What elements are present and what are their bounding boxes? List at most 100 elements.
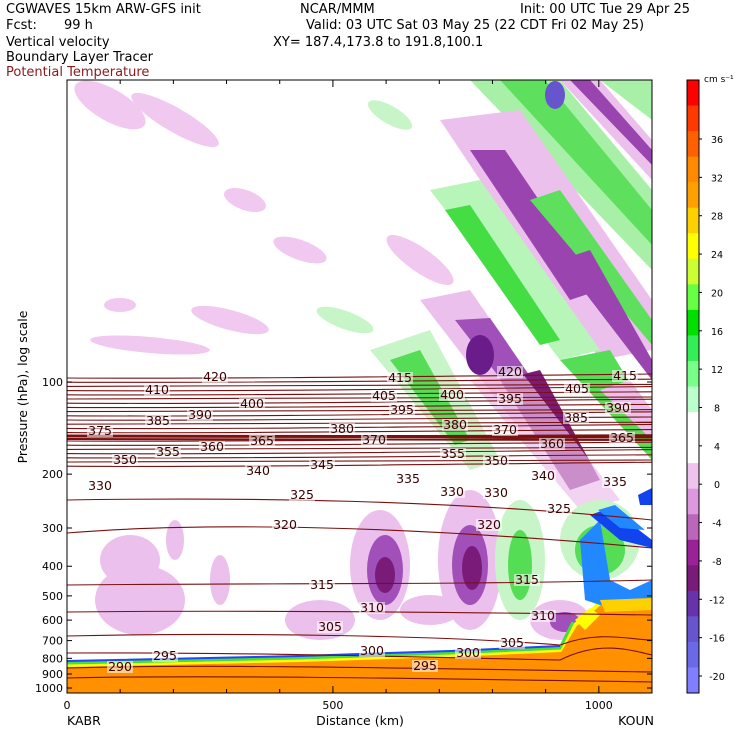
theta-label-bg [387, 372, 413, 384]
theta-contour [67, 446, 652, 451]
colorbar-swatch [687, 80, 699, 107]
theta-label: 325 [290, 487, 314, 502]
y-tick-label: 100 [42, 376, 63, 389]
colorbar-label: -16 [709, 634, 725, 645]
colorbar-swatch [687, 156, 699, 183]
y-tick-label: 700 [42, 635, 63, 648]
theta-label: 360 [540, 436, 564, 451]
colorbar-label: 20 [711, 288, 723, 299]
y-tick-label: 200 [42, 468, 63, 481]
theta-label: 295 [153, 648, 177, 663]
colorbar-label: 16 [711, 327, 723, 338]
colorbar-swatch [687, 437, 699, 464]
theta-label-bg [239, 398, 265, 410]
vertical-velocity-field [67, 80, 652, 693]
colorbar-unit: cm s⁻¹ [704, 75, 734, 85]
theta-contour [67, 676, 652, 683]
theta-label-bg [514, 574, 540, 586]
theta-label-bg [530, 610, 556, 622]
colorbar-swatch [687, 616, 699, 643]
theta-label: 335 [396, 471, 420, 486]
colorbar-swatch [687, 207, 699, 234]
theta-contour [67, 398, 652, 404]
model-title: CGWAVES 15km ARW-GFS init [6, 2, 201, 17]
theta-label: 340 [246, 463, 270, 478]
y-tick-label: 800 [42, 652, 63, 665]
theta-label: 390 [606, 400, 630, 415]
theta-label-bg [272, 519, 298, 531]
theta-label: 350 [484, 453, 508, 468]
x-tick-label: 0 [64, 699, 71, 712]
theta-label-bg [389, 404, 415, 416]
theta-label: 315 [515, 572, 539, 587]
theta-label: 335 [603, 474, 627, 489]
theta-label: 355 [441, 446, 465, 461]
theta-label-bg [605, 402, 631, 414]
theta-label: 415 [388, 370, 412, 385]
y-tick-label: 500 [42, 590, 63, 603]
theta-contour-dense [67, 434, 652, 439]
theta-label-bg [455, 647, 481, 659]
theta-label-bg [317, 621, 343, 633]
theta-label-bg [371, 390, 397, 402]
theta-label-bg [289, 489, 315, 501]
colorbar-label: 28 [711, 212, 723, 223]
theta-label-bg [309, 459, 335, 471]
colorbar-label: 32 [711, 173, 723, 184]
theta-label-bg [199, 441, 225, 453]
theta-label: 330 [88, 478, 112, 493]
theta-contour [67, 373, 652, 379]
theta-label-bg [492, 424, 518, 436]
theta-contour [67, 441, 652, 446]
y-tick-label: 300 [42, 522, 63, 535]
theta-contour [67, 378, 652, 383]
x-axis-label: Distance (km) [316, 713, 404, 728]
colorbar-swatch [687, 284, 699, 311]
colorbar-label: 8 [714, 404, 720, 415]
theta-label: 340 [531, 468, 555, 483]
theta-label: 355 [156, 444, 180, 459]
theta-label-bg [309, 579, 335, 591]
theta-label-bg [145, 415, 171, 427]
y-tick-label: 1000 [35, 682, 63, 695]
field-vertical-velocity: Vertical velocity [6, 35, 110, 50]
theta-label: 300 [456, 645, 480, 660]
theta-label: 290 [108, 659, 132, 674]
theta-contour [67, 633, 652, 646]
colorbar-swatch [687, 105, 699, 132]
valid-time: Valid: 03 UTC Sat 03 May 25 (22 CDT Fri … [306, 18, 645, 33]
colorbar-label: 36 [711, 135, 723, 146]
left-station: KABR [67, 713, 101, 728]
theta-label: 405 [565, 381, 589, 396]
theta-label: 295 [413, 658, 437, 673]
colorbar-swatch [687, 386, 699, 413]
theta-label: 365 [610, 430, 634, 445]
colorbar-swatch [687, 131, 699, 158]
theta-label-bg [112, 454, 138, 466]
y-tick-label: 900 [42, 668, 63, 681]
colorbar-swatch [687, 514, 699, 541]
theta-label-bg [329, 423, 355, 435]
theta-label: 405 [372, 388, 396, 403]
colorbar-label: -4 [712, 519, 721, 530]
theta-label: 315 [310, 577, 334, 592]
y-tick-label: 400 [42, 560, 63, 573]
theta-label-bg [564, 383, 590, 395]
colorbar-swatch [687, 258, 699, 285]
theta-label: 400 [440, 387, 464, 402]
theta-label: 415 [613, 368, 637, 383]
colorbar-label: 4 [714, 442, 720, 453]
theta-label-bg [483, 487, 509, 499]
theta-contour [67, 526, 652, 549]
x-tick-label: 500 [322, 699, 343, 712]
theta-label-bg [152, 650, 178, 662]
theta-label-bg [483, 455, 509, 467]
theta-label: 325 [547, 501, 571, 516]
theta-contour [67, 459, 652, 463]
theta-label: 370 [362, 432, 386, 447]
theta-label-bg [442, 419, 468, 431]
y-axis-label: Pressure (hPa), log scale [15, 310, 30, 463]
colorbar-swatch [687, 463, 699, 490]
